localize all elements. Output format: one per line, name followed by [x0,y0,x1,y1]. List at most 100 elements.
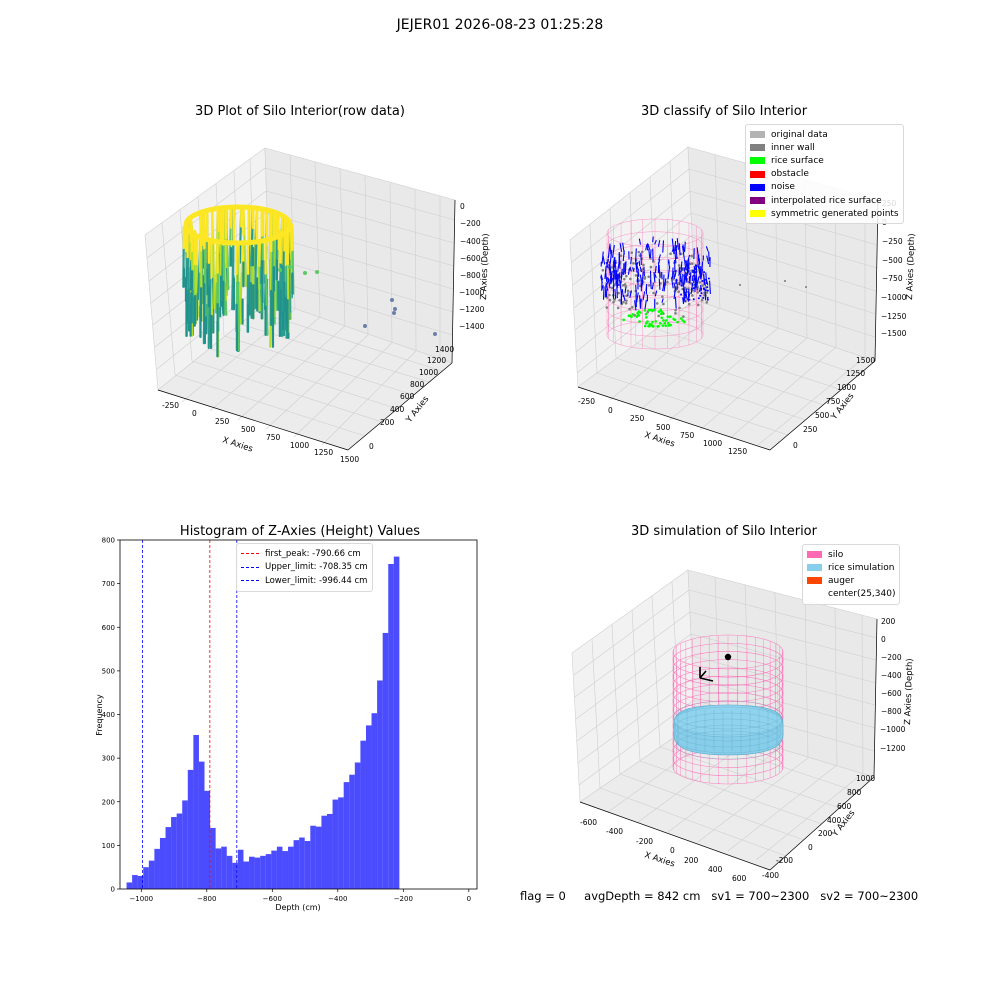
raw-3d-plot: -250 0 250 500 750 1000 1250 1500 X Axie… [144,147,491,464]
z-tick-label: −200 [881,653,902,662]
histogram-bar [154,848,160,889]
x-tick-label: 250 [215,417,230,426]
x-tick-label: 400 [708,865,723,874]
histogram-bar [282,851,289,889]
avg-depth-text: avgDepth = 842 cm [584,889,701,903]
histogram-bar [237,849,244,889]
y-tick-label: 0 [808,843,813,852]
x-tick-label: −400 [328,895,347,903]
x-tick-label: 500 [241,425,256,434]
legend-swatch [750,144,765,152]
legend-swatch [750,170,765,178]
legend-swatch [807,564,822,572]
legend-swatch [750,197,765,205]
y-tick-label: -400 [762,871,779,880]
z-tick-label: −1000 [881,293,907,302]
y-tick-label: 600 [102,624,115,632]
x-axis-label: Depth (cm) [275,903,320,912]
z-tick-label: −1000 [459,288,485,297]
legend-line-sample [241,553,259,555]
legend-swatch [750,157,765,165]
legend-item: center(25,340) [807,588,895,601]
z-tick-label: −1500 [881,329,907,338]
legend-item: silo [807,548,895,561]
x-tick-label: −200 [394,895,413,903]
legend-label: interpolated rice surface [771,195,882,206]
y-tick-label: 300 [102,755,115,763]
axis-lines [579,618,878,871]
y-tick-label: 0 [369,442,374,451]
y-tick-label: 1500 [856,356,875,365]
z-tick-label: 200 [881,617,896,626]
legend-label: obstacle [771,169,809,180]
x-tick-label: 0 [608,406,613,415]
auger [699,667,714,682]
y-tick-label: 800 [102,537,115,545]
legend-label: first_peak: -790.66 cm [265,548,361,559]
histogram-bar [126,882,133,889]
legend-swatch [807,590,822,598]
y-tick-label: 400 [827,816,842,825]
x-axis-label: X Axies [643,430,676,449]
histogram-bar [365,725,372,889]
legend-label: rice simulation [828,562,895,573]
classify-legend: original data inner wall rice surface ob… [745,124,904,225]
z-tick-label: −200 [460,219,481,228]
auger-blade [699,670,707,679]
histogram-bar [232,862,238,889]
histogram-bar [276,846,283,889]
axis-lines [157,199,456,451]
histogram-title: Histogram of Z-Axies (Height) Values [179,524,421,539]
legend-swatch [807,577,822,585]
histogram-bar [243,861,250,889]
legend-line-sample [241,580,259,582]
z-tick-labels: 200 0 −200 −400 −600 −800 −1000 −1200 [880,617,906,753]
y-tick-label: 800 [847,788,862,797]
legend-label: Upper_limit: -708.35 cm [265,562,368,573]
x-tick-label: 1000 [290,441,309,450]
z-axis-label: Z Axies (Depth) [479,233,491,300]
histogram-bar [288,846,294,889]
z-tick-label: −600 [460,254,481,263]
z-axis-label: Z Axies (Depth) [903,658,915,725]
z-axis-label: Z Axies (Depth) [905,233,917,300]
sv1-text: sv1 = 700~2300 [711,889,810,903]
y-tick-label: 500 [815,411,830,420]
legend-swatch [750,131,765,139]
raw-point-cloud [182,204,437,358]
legend-item: auger [807,574,895,587]
histogram-bar [165,827,172,889]
legend-item: inner wall [750,141,899,154]
z-tick-label: −500 [882,256,903,265]
histogram-bar [148,860,155,889]
z-tick-label: 0 [881,635,886,644]
x-tick-label: -250 [578,397,595,406]
y-tick-label: 400 [102,711,115,719]
y-tick-label: 250 [803,425,818,434]
x-tick-label: 750 [266,433,281,442]
histogram-bar [349,774,355,889]
y-tick-label: 100 [102,842,115,850]
x-tick-label: 750 [680,431,695,440]
legend-label: inner wall [771,142,815,153]
raw-plot-title: 3D Plot of Silo Interior(row data) [195,104,405,119]
histogram-bar [260,855,266,889]
y-tick-label: 700 [102,580,115,588]
legend-item: Lower_limit: -996.44 cm [241,574,368,588]
histogram-bar [304,841,311,889]
legend-item: symmetric generated points [750,207,899,220]
x-tick-label: 0 [670,846,675,855]
histogram-bar [210,827,216,889]
y-tick-label: 1400 [435,345,454,354]
histogram-bar [382,632,389,889]
legend-item: original data [750,128,899,141]
y-tick-label: 200 [818,829,833,838]
sv2-text: sv2 = 700~2300 [820,889,919,903]
auger-arm [699,677,714,682]
simulation-legend: silo rice simulation auger center(25,340… [802,544,901,605]
z-tick-labels: 0 −200 −400 −600 −800 −1000 −1200 −1400 [459,202,485,331]
histogram-bar [187,769,194,889]
histogram-bar [315,826,322,889]
histogram-bars [126,556,400,889]
histogram-bar [137,875,144,889]
